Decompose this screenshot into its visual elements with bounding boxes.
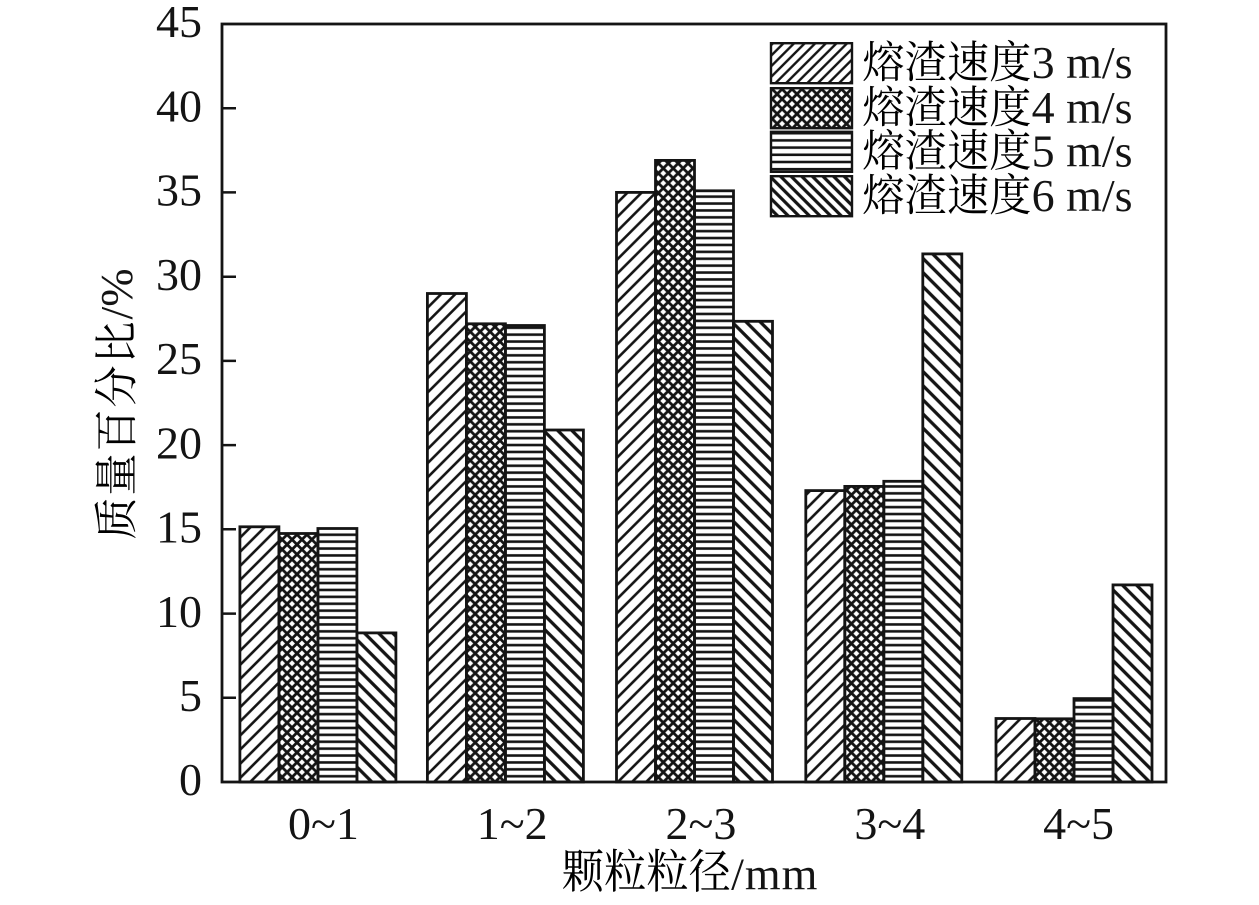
svg-text:6 m/s: 6 m/s — [1032, 170, 1133, 221]
svg-text:0: 0 — [179, 754, 202, 805]
svg-text:40: 40 — [156, 80, 202, 131]
svg-text:5 m/s: 5 m/s — [1032, 125, 1133, 176]
svg-text:15: 15 — [156, 502, 202, 553]
svg-text:4 m/s: 4 m/s — [1032, 82, 1133, 133]
svg-text:35: 35 — [156, 165, 202, 216]
svg-text:4~5: 4~5 — [1043, 798, 1114, 849]
svg-text:10: 10 — [156, 586, 202, 637]
svg-text:20: 20 — [156, 417, 202, 468]
svg-text:/mm: /mm — [731, 849, 818, 900]
svg-text:/%: /% — [91, 268, 142, 319]
svg-text:0~1: 0~1 — [288, 798, 359, 849]
svg-text:25: 25 — [156, 333, 202, 384]
svg-text:3~4: 3~4 — [854, 798, 925, 849]
svg-text:5: 5 — [179, 670, 202, 721]
svg-text:45: 45 — [156, 0, 202, 47]
svg-text:3 m/s: 3 m/s — [1032, 37, 1133, 88]
svg-text:30: 30 — [156, 249, 202, 300]
svg-text:1~2: 1~2 — [477, 798, 548, 849]
svg-text:2~3: 2~3 — [666, 798, 737, 849]
